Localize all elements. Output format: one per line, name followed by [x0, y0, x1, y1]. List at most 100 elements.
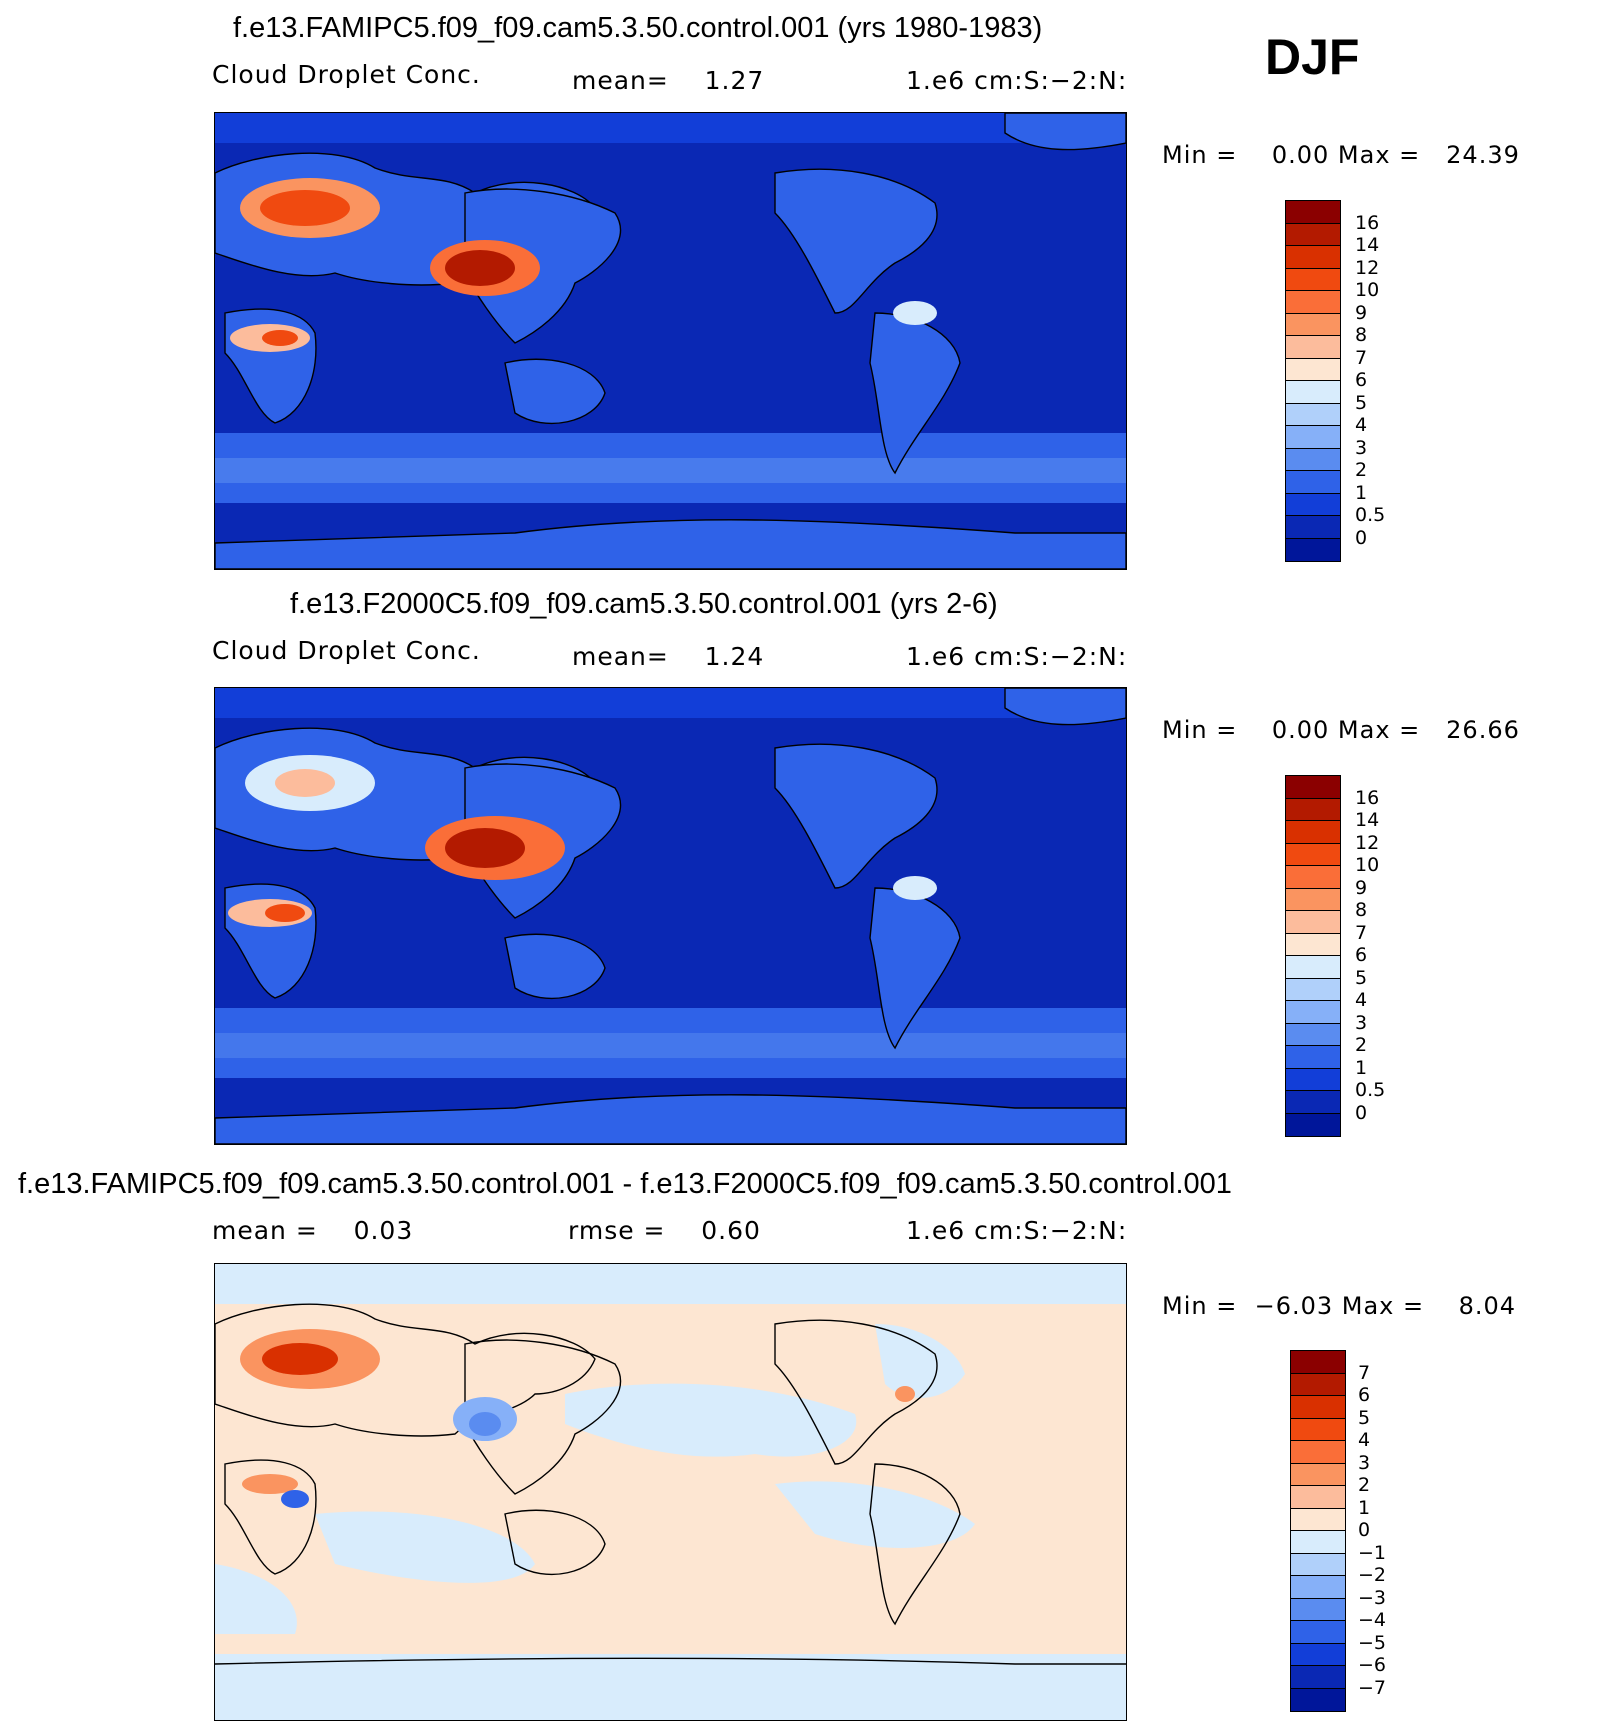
panel1-colorbar-label: 6 — [1355, 369, 1368, 391]
panel1-minmax: Min = 0.00 Max = 24.39 — [1162, 141, 1520, 169]
panel3-colorbar-box — [1291, 1463, 1345, 1486]
panel3-colorbar-box — [1291, 1486, 1345, 1509]
panel3-colorbar-box — [1291, 1666, 1345, 1689]
panel1-southern-band-light — [215, 458, 1126, 483]
panel1-arctic-band — [215, 113, 1126, 143]
panel1-colorbar-box — [1286, 291, 1340, 314]
panel3-colorbar-label: −2 — [1358, 1564, 1387, 1586]
panel1-colorbar-box — [1286, 448, 1340, 471]
panel3-mean: mean = 0.03 — [212, 1216, 414, 1245]
panel1-colorbar-box — [1286, 313, 1340, 336]
panel1-colorbar-label: 3 — [1355, 436, 1368, 459]
panel1-region-europe — [260, 190, 350, 226]
panel3-region-africa — [281, 1490, 309, 1508]
panel3-coastlines — [215, 1303, 1126, 1665]
panel3-colorbar-label: −1 — [1358, 1541, 1387, 1564]
panel2-colorbar-label: 12 — [1355, 831, 1380, 854]
panel1-colorbar-box — [1286, 201, 1340, 224]
panel2-colorbar-label: 2 — [1355, 1034, 1368, 1056]
panel1-colorbar-label: 7 — [1355, 346, 1368, 369]
panel2-mean: mean= 1.24 — [572, 642, 765, 671]
panel2-colorbar-box — [1286, 866, 1340, 889]
panel2-colorbar-box — [1286, 978, 1340, 1001]
panel3-field — [215, 1264, 1126, 1720]
panel2-colorbar-label: 1 — [1355, 1056, 1368, 1079]
panel2-colorbar — [1285, 775, 1341, 1137]
panel1-colorbar-box — [1286, 358, 1340, 381]
panel3-units: 1.e6 cm:S:−2:N: — [906, 1216, 1128, 1245]
panel3-colorbar — [1290, 1350, 1346, 1712]
panel2-colorbar-box — [1286, 888, 1340, 911]
panel1-colorbar-box — [1286, 538, 1340, 561]
panel1-colorbar-box — [1286, 493, 1340, 516]
panel2-colorbar-box — [1286, 1023, 1340, 1046]
panel2-colorbar-label: 8 — [1355, 899, 1368, 921]
panel3-colorbar-label: −5 — [1358, 1631, 1387, 1654]
panel2-title: f.e13.F2000C5.f09_f09.cam5.3.50.control.… — [290, 588, 998, 620]
panel3-colorbar-box — [1291, 1688, 1345, 1711]
panel3-colorbar-box — [1291, 1621, 1345, 1644]
panel2-colorbar-box — [1286, 1113, 1340, 1136]
panel3-colorbar-label: 0 — [1358, 1519, 1371, 1541]
panel2-region-asia — [445, 828, 525, 868]
panel1-colorbar-box — [1286, 336, 1340, 359]
panel3-colorbar-box — [1291, 1553, 1345, 1576]
panel3-colorbar-label: −4 — [1358, 1609, 1387, 1631]
panel1-colorbar-label: 0 — [1355, 526, 1368, 549]
panel1-colorbar-box — [1286, 471, 1340, 494]
panel2-colorbar-box — [1286, 1091, 1340, 1114]
panel3-colorbar-label: 3 — [1358, 1451, 1371, 1474]
panel3-map — [214, 1263, 1127, 1721]
panel2-colorbar-label: 3 — [1355, 1011, 1368, 1034]
panel3-colorbar-label: 4 — [1358, 1429, 1371, 1451]
panel2-colorbar-label: 6 — [1355, 944, 1368, 966]
panel1-colorbar-label: 0.5 — [1355, 504, 1386, 526]
panel2-colorbar-label: 14 — [1355, 809, 1380, 831]
panel1-colorbar — [1285, 200, 1341, 562]
panel3-colorbar-label: −6 — [1358, 1654, 1387, 1676]
panel2-colorbar-label: 7 — [1355, 921, 1368, 944]
panel2-units: 1.e6 cm:S:−2:N: — [906, 642, 1128, 671]
panel3-minmax: Min = −6.03 Max = 8.04 — [1162, 1292, 1517, 1320]
panel1-colorbar-label: 8 — [1355, 324, 1368, 346]
panel3-colorbar-box — [1291, 1441, 1345, 1464]
panel2-colorbar-box — [1286, 843, 1340, 866]
panel1-region-africa — [262, 330, 298, 346]
panel1-colorbar-label: 2 — [1355, 459, 1368, 481]
panel2-colorbar-label: 4 — [1355, 989, 1368, 1011]
panel2-region-africa — [265, 904, 305, 922]
panel2-colorbar-box — [1286, 956, 1340, 979]
panel3-negative-patches — [215, 1264, 1126, 1720]
panel1-continents — [215, 113, 1126, 569]
panel2-colorbar-label: 0 — [1355, 1101, 1368, 1124]
panel3-colorbar-box — [1291, 1576, 1345, 1599]
panel3-colorbar-box — [1291, 1373, 1345, 1396]
panel3-colorbar-box — [1291, 1396, 1345, 1419]
panel3-colorbar-label: 1 — [1358, 1496, 1371, 1519]
panel2-variable-label: Cloud Droplet Conc. — [212, 636, 481, 665]
panel3-title: f.e13.FAMIPC5.f09_f09.cam5.3.50.control.… — [18, 1168, 1232, 1200]
panel3-colorbar-label: 7 — [1358, 1361, 1371, 1384]
panel2-colorbar-label: 0.5 — [1355, 1079, 1386, 1101]
panel1-title: f.e13.FAMIPC5.f09_f09.cam5.3.50.control.… — [233, 12, 1043, 44]
panel1-colorbar-label: 16 — [1355, 211, 1380, 234]
panel2-colorbar-box — [1286, 933, 1340, 956]
panel3-colorbar-label: −7 — [1358, 1676, 1387, 1699]
panel2-southern-band-light — [215, 1033, 1126, 1058]
panel2-colorbar-label: 5 — [1355, 966, 1368, 989]
panel3-colorbar-label: 6 — [1358, 1384, 1371, 1406]
panel3-region-europe — [262, 1343, 338, 1375]
panel3-colorbar-box — [1291, 1598, 1345, 1621]
panel3-colorbar-box — [1291, 1351, 1345, 1374]
panel3-colorbar-label: 2 — [1358, 1474, 1371, 1496]
panel2-colorbar-box — [1286, 1046, 1340, 1069]
panel2-colorbar-label: 9 — [1355, 876, 1368, 899]
panel1-mean: mean= 1.27 — [572, 66, 765, 95]
panel3-colorbar-label: 5 — [1358, 1406, 1371, 1429]
panel1-colorbar-label: 10 — [1355, 279, 1380, 301]
panel2-colorbar-label: 16 — [1355, 786, 1380, 809]
panel1-units: 1.e6 cm:S:−2:N: — [906, 66, 1128, 95]
panel1-colorbar-box — [1286, 268, 1340, 291]
panel1-map — [214, 112, 1127, 570]
panel1-colorbar-label: 1 — [1355, 481, 1368, 504]
